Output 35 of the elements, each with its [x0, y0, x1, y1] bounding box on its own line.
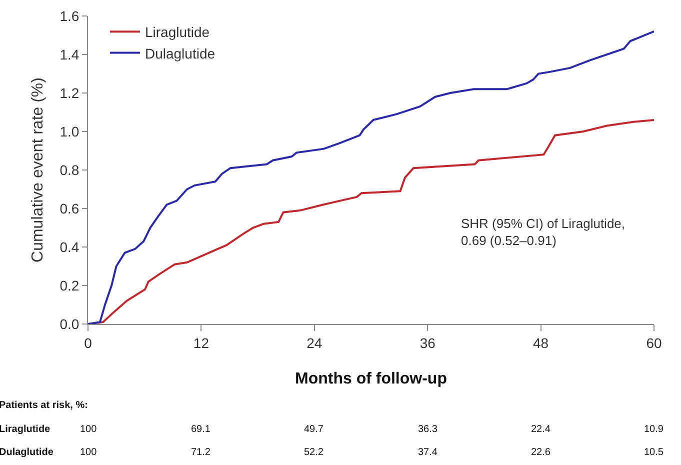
y-tick-label: 0.6 [60, 200, 80, 216]
text: 71.2 [191, 447, 211, 458]
text: 0.0 [60, 316, 80, 332]
x-tick-label: 48 [533, 334, 549, 351]
text: Liraglutide [0, 424, 51, 435]
text: Dulaglutide [0, 447, 54, 458]
text: 37.4 [418, 447, 438, 458]
text: 49.7 [304, 424, 324, 435]
text: 69.1 [191, 424, 211, 435]
text: 100 [80, 447, 98, 458]
text: 22.6 [531, 447, 551, 458]
legend-label: Liraglutide [144, 24, 210, 40]
text: 52.2 [304, 447, 324, 458]
text: 10.5 [644, 447, 664, 458]
x-tick-label: 36 [420, 334, 436, 351]
annotation: SHR (95% CI) of Liraglutide, 0.69 (0.52–0.91) [461, 216, 626, 248]
text: 1.0 [60, 123, 80, 140]
y-tick-label: 0.4 [60, 238, 80, 255]
text: 10.9 [644, 424, 664, 435]
y-axis-title: Cumulative event rate (%) [30, 78, 47, 262]
y-tick-label: 0.8 [60, 162, 80, 178]
y-tick-label: 1.6 [60, 8, 80, 24]
x-tick-label: 24 [306, 334, 322, 351]
text: 100 [80, 424, 98, 435]
y-tick-label: 1.4 [60, 46, 80, 62]
y-tick-label: 0.2 [60, 277, 80, 294]
x-tick-label: 0 [84, 334, 92, 351]
x-tick-label: 12 [193, 334, 210, 351]
text: 22.4 [531, 424, 551, 435]
legend-label: Dulaglutide [144, 45, 216, 62]
y-tick-label: 1.2 [60, 84, 80, 101]
x-tick-label: 60 [646, 334, 662, 351]
text: Patients at risk, %: [0, 400, 88, 411]
text: 36.3 [418, 424, 438, 435]
x-axis-title: Months of follow-up [295, 370, 448, 388]
